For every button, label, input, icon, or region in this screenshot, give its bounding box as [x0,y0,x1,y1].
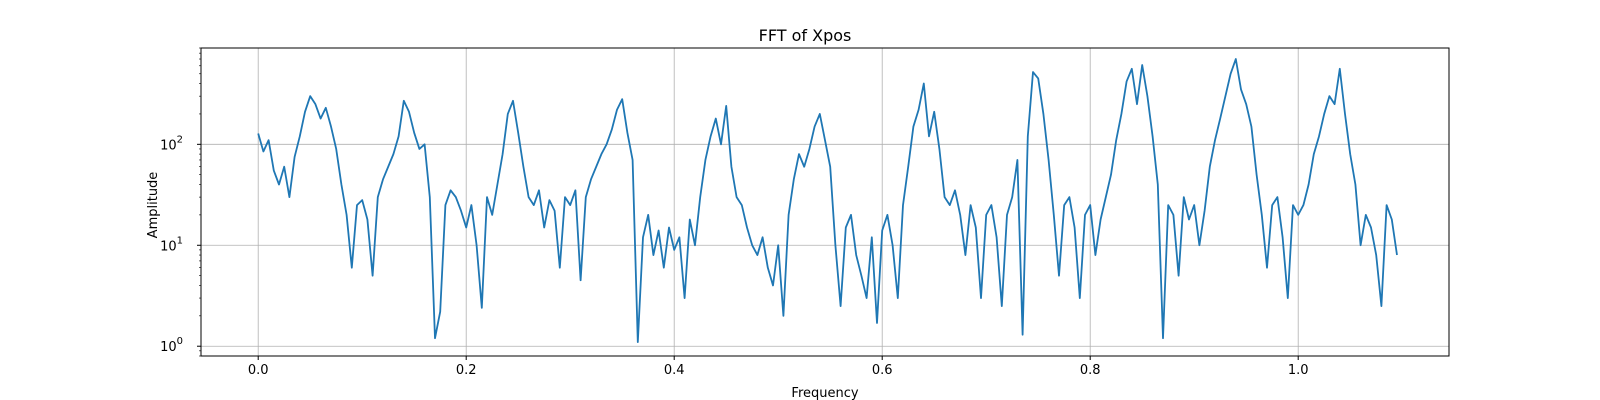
y-tick-label: 101 [160,235,183,254]
x-tick-label: 0.6 [872,363,893,378]
grid [201,48,1449,356]
x-axis-label: Frequency [791,386,858,400]
x-tick-label: 0.4 [664,363,685,378]
y-tick-label: 102 [160,134,183,153]
series-line-0 [257,58,1398,343]
chart-title: FFT of Xpos [759,26,852,45]
x-axis: 0.0 0.2 0.4 0.6 0.8 1.0 [248,356,1309,378]
x-tick-label: 0.0 [248,363,269,378]
y-axis-label: Amplitude [146,172,161,239]
series-layer [257,58,1398,343]
x-tick-label: 0.8 [1080,363,1101,378]
x-tick-label: 0.2 [456,363,477,378]
y-axis: 100 101 102 [160,47,201,357]
x-tick-label: 1.0 [1288,363,1309,378]
y-tick-label: 100 [160,336,183,355]
plot-frame [200,47,1450,357]
